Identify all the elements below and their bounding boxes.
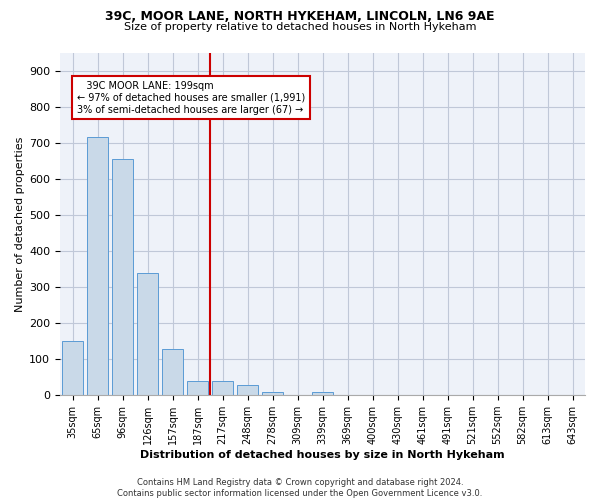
Bar bbox=[62, 341, 83, 395]
Text: Size of property relative to detached houses in North Hykeham: Size of property relative to detached ho… bbox=[124, 22, 476, 32]
Bar bbox=[262, 392, 283, 395]
Bar bbox=[312, 392, 333, 395]
Bar bbox=[162, 349, 183, 395]
Y-axis label: Number of detached properties: Number of detached properties bbox=[15, 136, 25, 312]
Bar bbox=[137, 272, 158, 395]
Bar bbox=[112, 159, 133, 395]
Bar bbox=[187, 381, 208, 395]
Bar bbox=[212, 381, 233, 395]
Text: 39C MOOR LANE: 199sqm
← 97% of detached houses are smaller (1,991)
3% of semi-de: 39C MOOR LANE: 199sqm ← 97% of detached … bbox=[77, 82, 305, 114]
Bar bbox=[237, 385, 258, 395]
Bar bbox=[87, 138, 108, 395]
Text: 39C, MOOR LANE, NORTH HYKEHAM, LINCOLN, LN6 9AE: 39C, MOOR LANE, NORTH HYKEHAM, LINCOLN, … bbox=[105, 10, 495, 23]
Text: Contains HM Land Registry data © Crown copyright and database right 2024.
Contai: Contains HM Land Registry data © Crown c… bbox=[118, 478, 482, 498]
X-axis label: Distribution of detached houses by size in North Hykeham: Distribution of detached houses by size … bbox=[140, 450, 505, 460]
